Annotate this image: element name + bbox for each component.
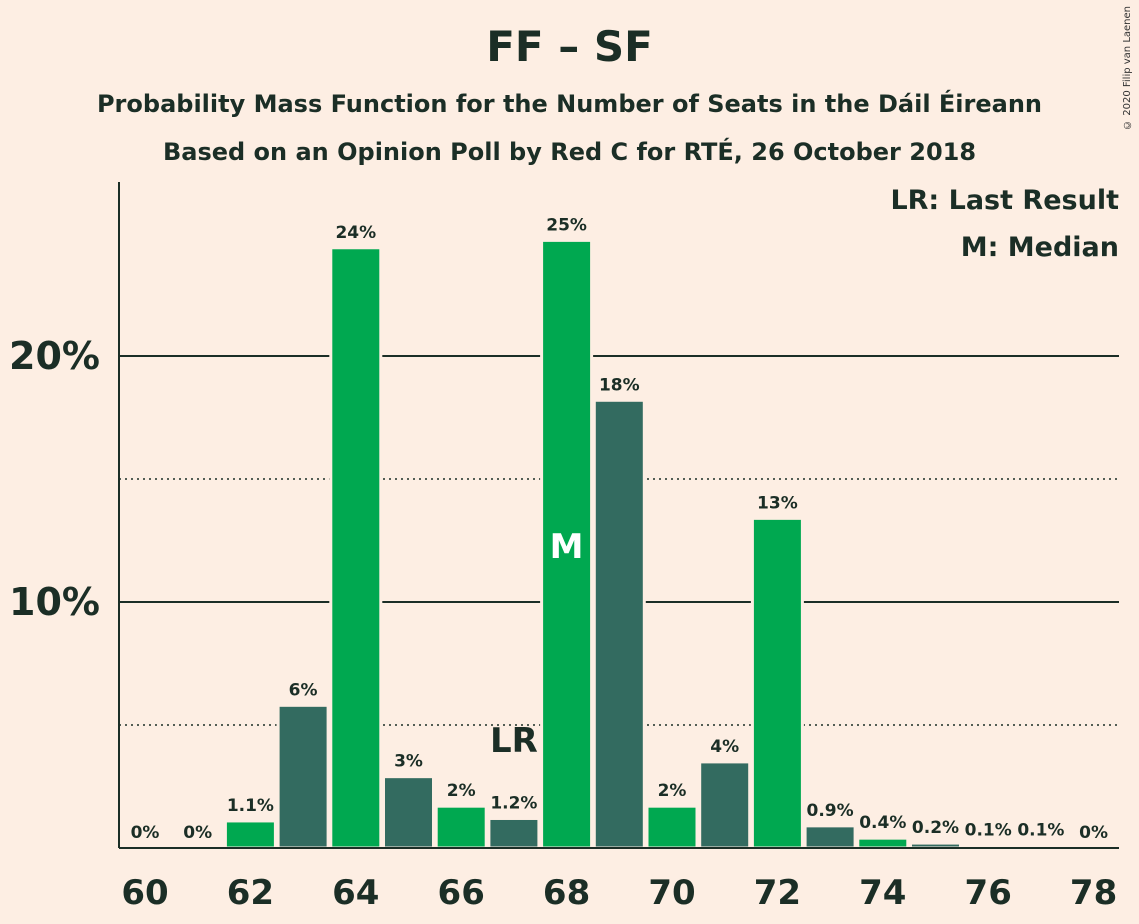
bar-seat-73 xyxy=(803,824,857,850)
data-label-seat-60: 0% xyxy=(131,823,160,843)
legend-median: M: Median xyxy=(960,232,1119,263)
median-marker: M xyxy=(550,527,584,567)
data-label-seat-68: 25% xyxy=(546,215,587,235)
bar-seat-66 xyxy=(434,804,488,850)
bar-seat-63 xyxy=(276,703,330,850)
bar-seat-71 xyxy=(698,760,752,850)
x-tick-label: 64 xyxy=(332,873,379,913)
bar-seat-62 xyxy=(223,819,277,850)
bar-seat-69 xyxy=(592,398,646,850)
legend-last-result: LR: Last Result xyxy=(890,185,1119,216)
x-tick-label: 72 xyxy=(754,873,801,913)
data-label-seat-69: 18% xyxy=(599,375,640,395)
bar-seat-67 xyxy=(487,816,541,850)
x-tick-label: 68 xyxy=(543,873,590,913)
data-label-seat-70: 2% xyxy=(658,781,687,801)
data-label-seat-74: 0.4% xyxy=(859,813,906,833)
chart-source-line: Based on an Opinion Poll by Red C for RT… xyxy=(162,138,977,166)
data-label-seat-73: 0.9% xyxy=(807,801,854,821)
data-label-seat-78: 0% xyxy=(1079,823,1108,843)
x-tick-label: 70 xyxy=(648,873,695,913)
x-tick-label: 76 xyxy=(965,873,1012,913)
bar-seat-64 xyxy=(329,246,383,850)
data-label-seat-64: 24% xyxy=(335,223,376,243)
data-label-seat-76: 0.1% xyxy=(965,821,1012,841)
data-label-seat-65: 3% xyxy=(394,752,423,772)
data-label-seat-61: 0% xyxy=(183,823,212,843)
chart-title: FF – SF xyxy=(486,22,653,71)
y-tick-label: 20% xyxy=(9,334,100,378)
data-label-seat-77: 0.1% xyxy=(1017,821,1064,841)
bar-seat-70 xyxy=(645,804,699,850)
last-result-marker: LR xyxy=(490,721,538,761)
bar-seat-65 xyxy=(382,775,435,850)
data-label-seat-67: 1.2% xyxy=(490,793,537,813)
chart-subtitle: Probability Mass Function for the Number… xyxy=(96,90,1043,118)
x-tick-label: 78 xyxy=(1070,873,1117,913)
bar-seat-74 xyxy=(856,836,910,850)
x-tick-label: 74 xyxy=(859,873,906,913)
data-label-seat-63: 6% xyxy=(289,680,318,700)
x-tick-label: 66 xyxy=(438,873,485,913)
data-label-seat-66: 2% xyxy=(447,781,476,801)
y-tick-label: 10% xyxy=(9,580,100,624)
data-label-seat-72: 13% xyxy=(757,493,798,513)
data-label-seat-71: 4% xyxy=(710,737,739,757)
data-label-seat-75: 0.2% xyxy=(912,818,959,838)
data-label-seat-62: 1.1% xyxy=(227,796,274,816)
x-tick-label: 62 xyxy=(227,873,274,913)
bar-seat-72 xyxy=(750,516,804,850)
x-tick-label: 60 xyxy=(121,873,168,913)
